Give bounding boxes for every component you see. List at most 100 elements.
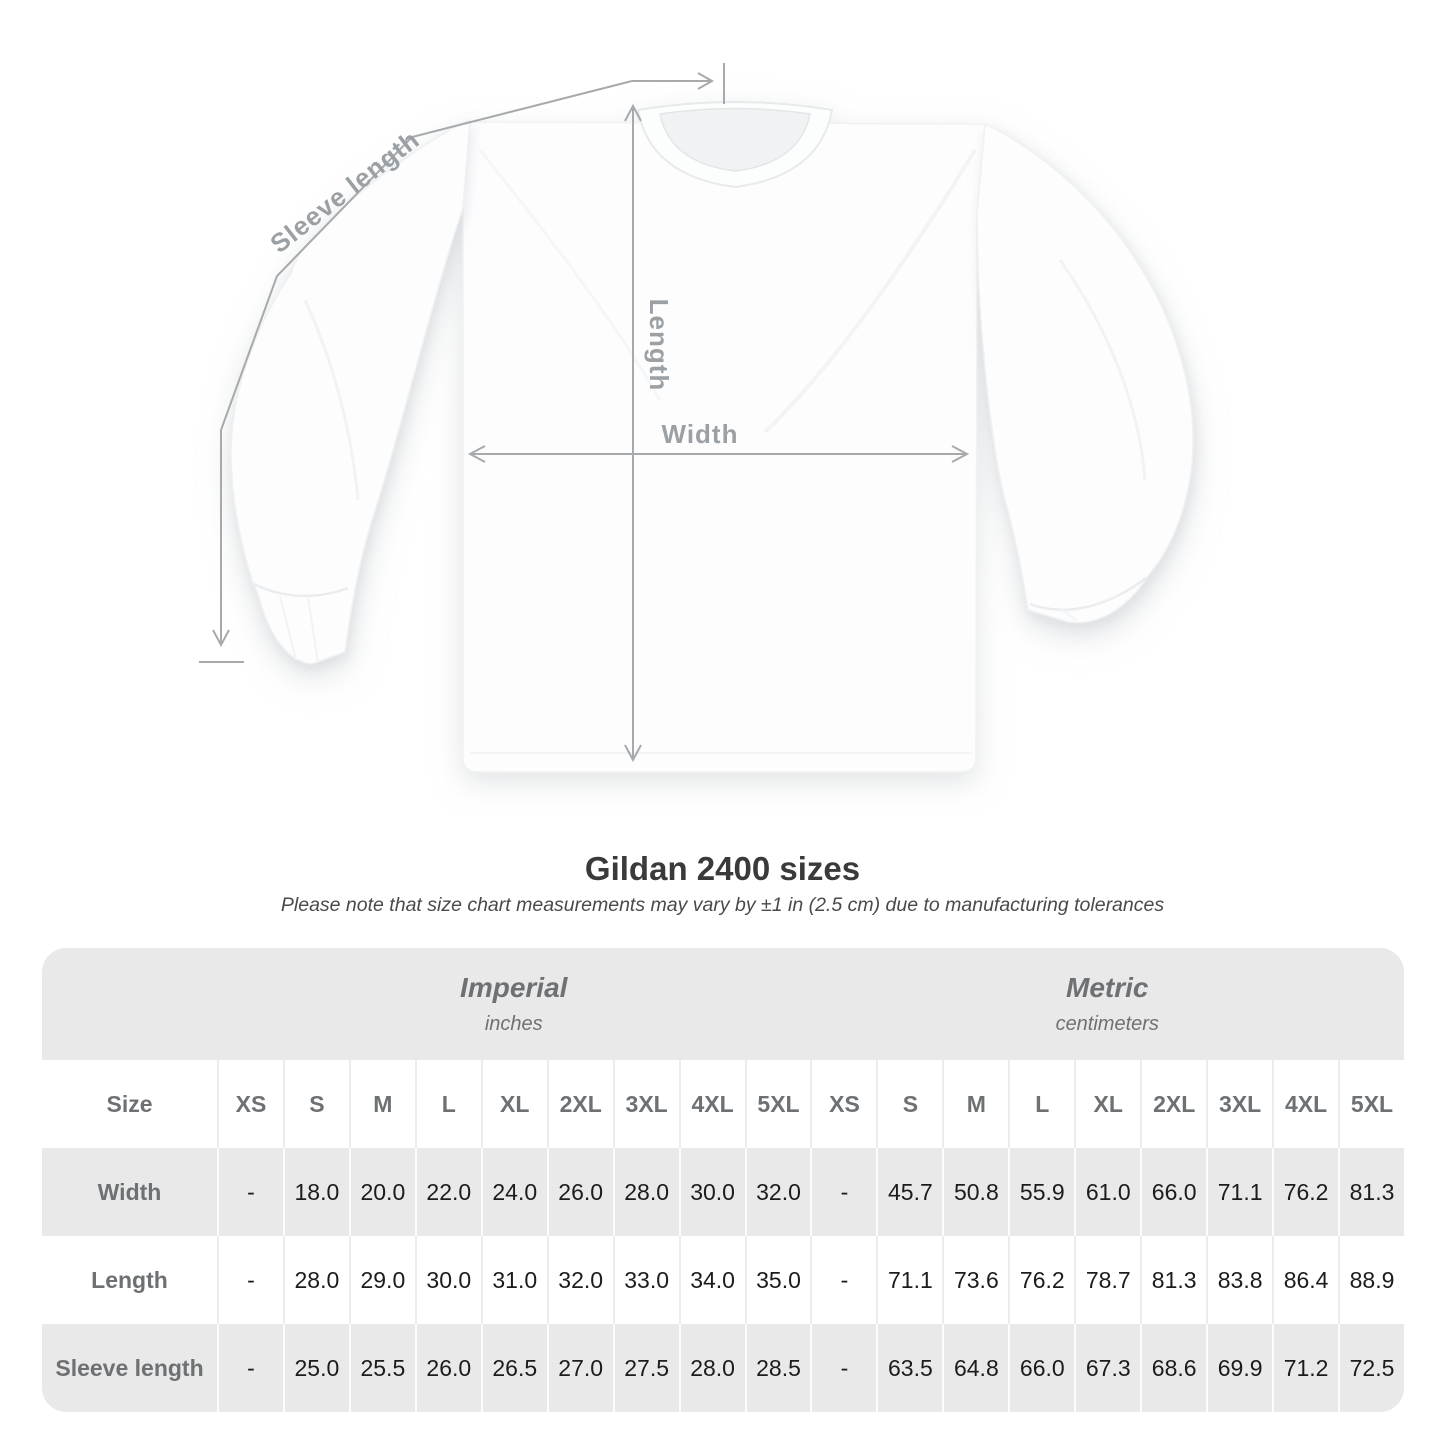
size-column-header: 4XL [1272,1060,1338,1148]
measurement-value: 26.0 [414,1324,481,1412]
measurement-value: 24.0 [480,1148,547,1236]
size-corner-label: Size [106,1090,153,1117]
shirt-body [462,121,986,773]
size-column-header: 3XL [1206,1060,1272,1148]
measurement-value: 29.0 [348,1236,415,1324]
measurement-value: - [810,1324,876,1412]
measurement-value: - [217,1148,283,1236]
size-column-header: 2XL [546,1060,613,1148]
measurement-value: 25.5 [348,1324,415,1412]
sleeve-length-arrow [199,63,725,663]
measurement-value: 26.5 [480,1324,547,1412]
measurement-value: 28.0 [612,1148,679,1236]
size-column-header: L [414,1060,481,1148]
measurement-value: - [810,1236,876,1324]
left-cuff-seam [253,582,349,598]
measurement-value: 81.3 [1140,1236,1206,1324]
measurement-value: 30.0 [678,1148,745,1236]
measurement-value: 33.0 [612,1236,679,1324]
left-sleeve-crease [303,299,360,501]
shirt-crease [478,149,662,401]
measurement-value: 88.9 [1338,1236,1404,1324]
size-column-header: XL [480,1060,547,1148]
measurement-value: 71.1 [876,1236,942,1324]
right-cuff-seam [1029,577,1147,611]
table-row-sleeve-length: Sleeve length -25.0 25.5 26.0 26.5 27.0 27.5 28… [42,1324,1404,1412]
shirt-collar-opening [659,107,811,172]
right-sleeve-crease [1058,259,1147,481]
width-arrow [467,445,970,463]
length-arrow [624,103,642,763]
measurement-value: 83.8 [1206,1236,1272,1324]
size-column-header: XS [810,1060,876,1148]
imperial-unit-header: Imperial inches [217,972,811,1036]
measurement-value: 63.5 [876,1324,942,1412]
size-column-header: L [1008,1060,1074,1148]
measurement-value: 71.2 [1272,1324,1338,1412]
table-row-width: Width -18.0 20.0 22.0 24.0 26.0 28.0 30.0 32.0-4… [42,1148,1404,1236]
measurement-value: 20.0 [348,1148,415,1236]
metric-unit-header: Metric centimeters [811,972,1405,1036]
measurement-value: 73.6 [942,1236,1008,1324]
measurement-value: 45.7 [876,1148,942,1236]
size-column-header: 5XL [744,1060,811,1148]
unit-header-band: Imperial inches Metric centimeters [42,948,1404,1060]
size-column-header: 3XL [612,1060,679,1148]
measurement-value: 50.8 [942,1148,1008,1236]
shirt-illustration [230,101,1194,773]
size-table: Imperial inches Metric centimeters Size … [42,948,1404,1412]
measurement-value: 76.2 [1008,1236,1074,1324]
size-column-header: 5XL [1338,1060,1404,1148]
size-column-header: 4XL [678,1060,745,1148]
measurement-value: - [810,1148,876,1236]
measurement-annotations [199,63,970,763]
length-label: Length [644,299,674,392]
row-label: Width [97,1178,162,1205]
measurement-value: 68.6 [1140,1324,1206,1412]
shirt-right-sleeve [976,122,1194,624]
measurement-value: 67.3 [1074,1324,1140,1412]
imperial-unit: inches [484,1013,543,1035]
measurement-value: 35.0 [744,1236,811,1324]
measurement-value: 25.0 [282,1324,349,1412]
metric-label: Metric [1066,972,1149,1003]
measurement-value: 18.0 [282,1148,349,1236]
measurement-value: 22.0 [414,1148,481,1236]
measurement-value: 66.0 [1008,1324,1074,1412]
size-column-header: M [348,1060,415,1148]
measurement-value: 34.0 [678,1236,745,1324]
imperial-label: Imperial [460,972,568,1003]
measurement-value: 61.0 [1074,1148,1140,1236]
size-column-header: S [282,1060,349,1148]
table-row-length: Length -28.0 29.0 30.0 31.0 32.0 33.0 34.0 35.0-… [42,1236,1404,1324]
measurement-value: 27.0 [546,1324,613,1412]
measurement-value: 81.3 [1338,1148,1404,1236]
size-column-header: S [876,1060,942,1148]
measurement-value: 76.2 [1272,1148,1338,1236]
measurement-value: 71.1 [1206,1148,1272,1236]
left-cuff-rib [279,595,319,663]
size-column-header: XL [1074,1060,1140,1148]
measurement-value: 30.0 [414,1236,481,1324]
shirt-left-sleeve [230,118,471,665]
measurement-value: 86.4 [1272,1236,1338,1324]
row-label: Sleeve length [55,1354,204,1381]
measurement-value: 72.5 [1338,1324,1404,1412]
page-subtitle: Please note that size chart measurements… [280,894,1165,916]
measurement-value: 69.9 [1206,1324,1272,1412]
measurement-value: 78.7 [1074,1236,1140,1324]
table-body: Width -18.0 20.0 22.0 24.0 26.0 28.0 30.0 32.0-4… [42,1148,1404,1412]
shirt-crease [763,148,977,434]
shirt-measurement-diagram: Sleeve length Length Width [199,63,1194,773]
measurement-value: 26.0 [546,1148,613,1236]
right-cuff-rib [1059,595,1117,621]
measurement-value: - [217,1236,283,1324]
measurement-value: - [217,1324,283,1412]
measurement-value: 27.5 [612,1324,679,1412]
page-title: Gildan 2400 sizes [584,850,861,887]
size-column-header: M [942,1060,1008,1148]
measurement-value: 32.0 [546,1236,613,1324]
size-column-header: XS [217,1060,283,1148]
measurement-value: 32.0 [744,1148,811,1236]
